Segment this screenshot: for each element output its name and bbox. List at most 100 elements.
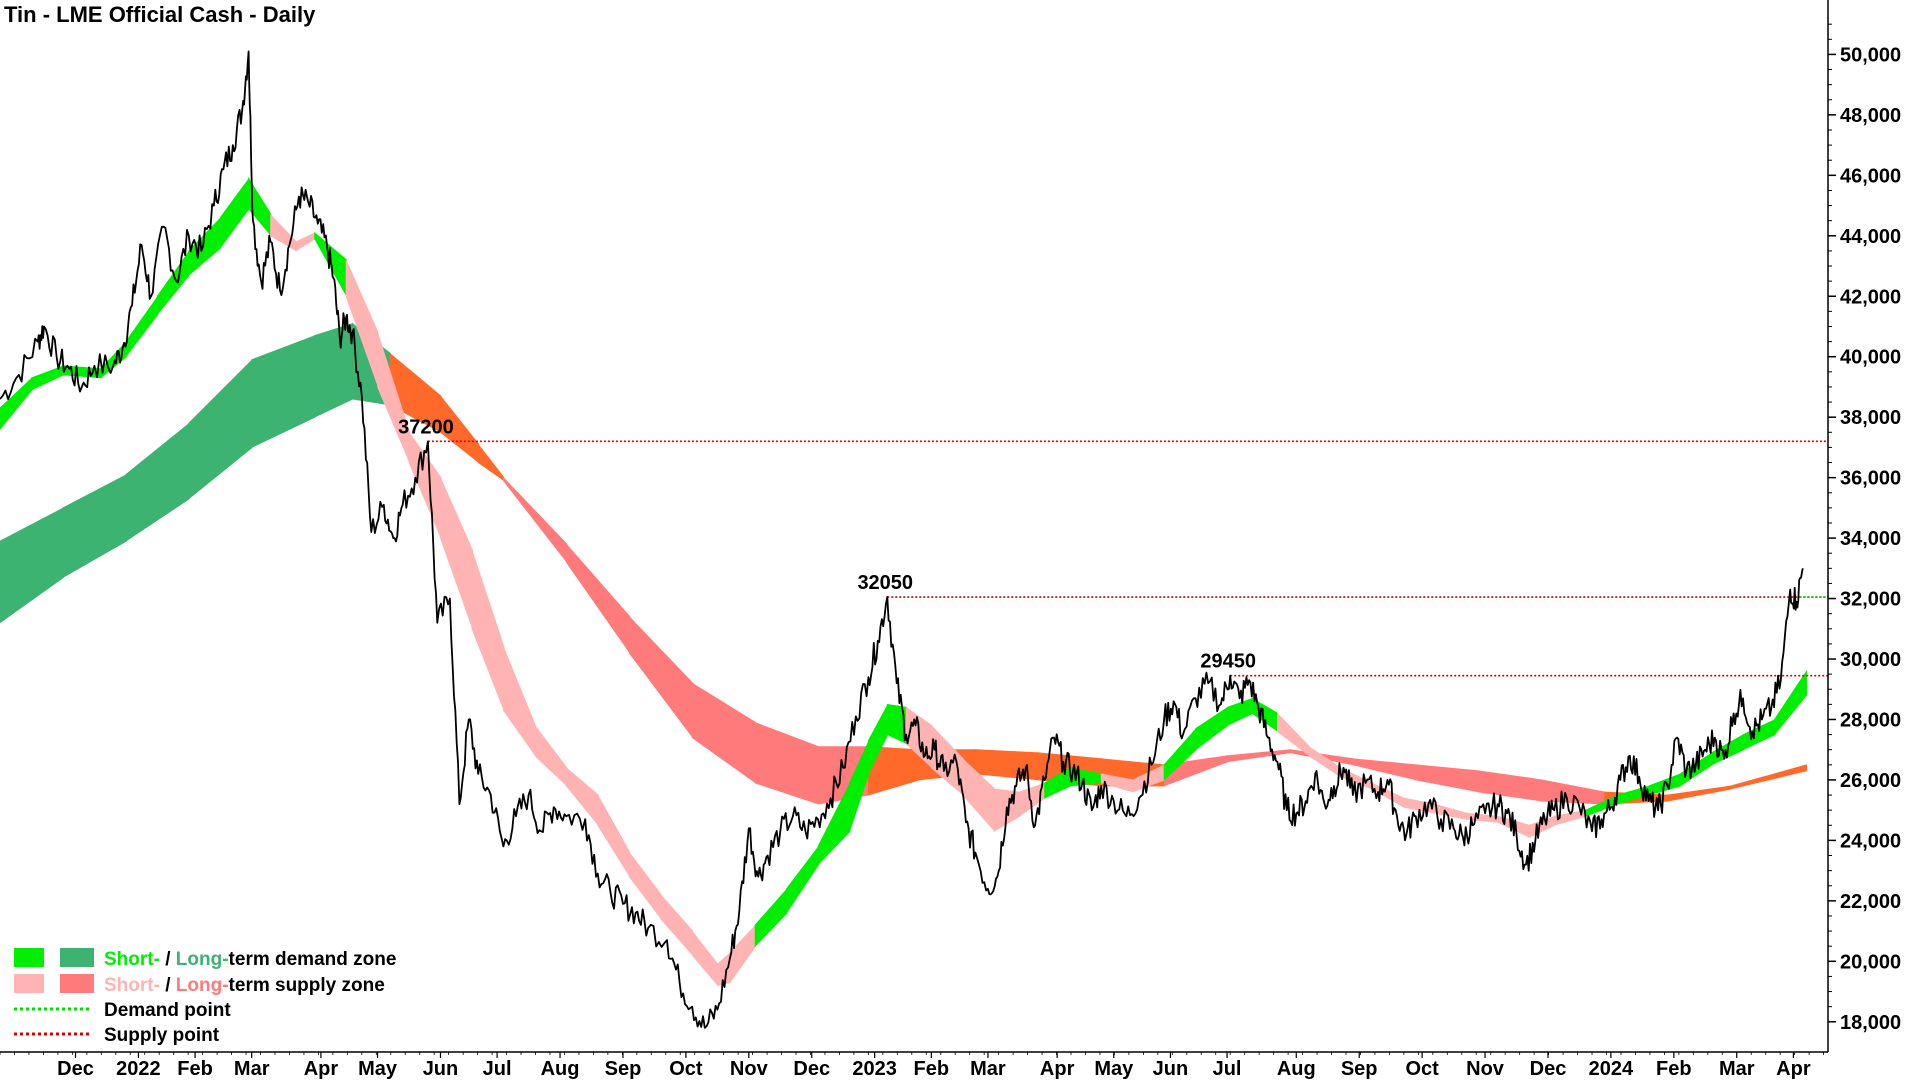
x-tick-label: Jul xyxy=(483,1058,512,1080)
short-zone-segment-supply xyxy=(503,646,536,758)
short-zone-segment-supply xyxy=(1276,712,1310,757)
legend-swatch-long xyxy=(60,948,94,967)
legend-short-word: Short- xyxy=(104,975,160,996)
chart-title: Tin - LME Official Cash - Daily xyxy=(4,2,316,27)
short-zone-segment-demand xyxy=(156,249,190,316)
x-tick-label: 2022 xyxy=(116,1058,161,1080)
x-tick-label: Nov xyxy=(1466,1058,1505,1080)
y-tick-label: 48,000 xyxy=(1840,105,1901,127)
long-zone-segment-demand xyxy=(0,507,64,624)
short-zone-segment-demand xyxy=(0,376,33,430)
x-tick-label: Feb xyxy=(914,1058,950,1080)
level-lines xyxy=(427,440,1828,677)
short-zone-segment-demand xyxy=(786,845,820,915)
x-tick-label: May xyxy=(358,1058,398,1080)
y-tick-label: 30,000 xyxy=(1840,649,1901,671)
short-zone-segment-supply xyxy=(729,924,757,984)
legend-swatch-short xyxy=(14,974,44,993)
x-tick-label: Feb xyxy=(177,1058,213,1080)
short-zone-segment-demand xyxy=(1195,706,1229,751)
legend: Short- / Long-term demand zone Short- / L… xyxy=(14,948,396,1046)
long-zone-segment-demand xyxy=(314,322,354,418)
legend-long-word: Long- xyxy=(176,949,229,970)
x-tick-label: Mar xyxy=(1719,1058,1755,1080)
legend-rest-text: term supply zone xyxy=(229,975,385,996)
long-zone-segment-demand xyxy=(251,334,316,449)
long-zone-segment-supply xyxy=(754,721,820,805)
long-zone-segment-supply xyxy=(1478,770,1543,802)
x-tick-label: Mar xyxy=(970,1058,1006,1080)
legend-separator: / xyxy=(160,975,176,996)
short-zone-segment-supply xyxy=(1434,803,1468,820)
x-tick-label: Apr xyxy=(1776,1058,1811,1080)
long-zone-segment-demand xyxy=(62,473,127,579)
y-tick-label: 50,000 xyxy=(1840,44,1901,66)
short-zone-segment-demand xyxy=(849,740,870,832)
x-tick-label: 2024 xyxy=(1589,1058,1634,1080)
legend-swatch-long xyxy=(60,974,94,993)
x-tick-label: Sep xyxy=(1341,1058,1378,1080)
x-tick-label: Aug xyxy=(1277,1058,1316,1080)
x-tick-label: May xyxy=(1094,1058,1134,1080)
long-zone-segment-supply xyxy=(974,749,1040,781)
short-zone-segment-supply xyxy=(565,766,599,827)
x-tick-label: Sep xyxy=(605,1058,642,1080)
x-tick-label: Jul xyxy=(1213,1058,1242,1080)
price-line xyxy=(0,50,1804,1029)
short-zone-segment-supply xyxy=(471,550,505,711)
x-tick-label: Apr xyxy=(304,1058,339,1080)
legend-long-word: Long- xyxy=(176,975,229,996)
y-tick-label: 26,000 xyxy=(1840,770,1901,792)
level-annotations: 37200 32050 29450 xyxy=(398,416,1256,672)
long-zone-segment-supply xyxy=(1352,758,1417,781)
legend-short-word: Short- xyxy=(104,949,160,970)
x-tick-label: 2023 xyxy=(852,1058,897,1080)
x-tick-label: Mar xyxy=(234,1058,270,1080)
short-zone-segment-supply xyxy=(534,724,568,787)
long-zone-segment-supply xyxy=(477,443,505,482)
short-zone-segment-demand xyxy=(188,216,222,276)
y-tick-label: 20,000 xyxy=(1840,951,1901,973)
short-zone-segment-supply xyxy=(691,929,719,987)
x-tick-label: Dec xyxy=(57,1058,94,1080)
short-zone-segment-demand xyxy=(1774,669,1807,736)
long-zone-segment-supply xyxy=(1730,764,1807,790)
y-tick-label: 46,000 xyxy=(1840,165,1901,187)
x-tick-label: Nov xyxy=(730,1058,769,1080)
long-zone-segment-supply xyxy=(628,615,694,739)
y-tick-label: 40,000 xyxy=(1840,347,1901,369)
legend-separator: / xyxy=(160,949,176,970)
legend-swatch-short xyxy=(14,948,44,967)
x-tick-label: Dec xyxy=(1530,1058,1567,1080)
long-zone-segment-supply xyxy=(565,543,631,655)
legend-label: Supply point xyxy=(104,1025,220,1046)
short-zone-segment-demand xyxy=(1226,697,1254,727)
x-tick-label: Aug xyxy=(541,1058,580,1080)
short-zone-segment-demand xyxy=(125,294,159,358)
y-tick-label: 22,000 xyxy=(1840,891,1901,913)
long-zone-segment-supply xyxy=(1226,749,1291,763)
legend-rest-text: term demand zone xyxy=(229,949,397,970)
level-label-29450: 29450 xyxy=(1200,651,1256,673)
short-zone-segment-supply xyxy=(716,951,731,986)
y-tick-label: 32,000 xyxy=(1840,589,1901,611)
x-tick-label: Jun xyxy=(423,1058,459,1080)
x-tick-label: Oct xyxy=(1405,1058,1439,1080)
x-tick-label: Oct xyxy=(669,1058,703,1080)
y-tick-label: 28,000 xyxy=(1840,709,1901,731)
y-tick-label: 44,000 xyxy=(1840,226,1901,248)
long-zone-segment-demand xyxy=(125,422,190,542)
long-zone-segment-supply xyxy=(691,682,757,784)
long-zone-segment-supply xyxy=(1667,785,1732,802)
short-zone-segment-supply xyxy=(597,793,631,879)
y-tick-label: 18,000 xyxy=(1840,1012,1901,1034)
long-zone-segment-demand xyxy=(188,358,253,500)
y-tick-label: 38,000 xyxy=(1840,407,1901,429)
short-zone-segment-demand xyxy=(754,887,788,948)
x-tick-label: Apr xyxy=(1040,1058,1075,1080)
x-tick-label: Feb xyxy=(1656,1058,1692,1080)
long-zone-segment-supply xyxy=(1415,764,1480,793)
level-label-32050: 32050 xyxy=(857,572,913,594)
x-tick-label: Dec xyxy=(793,1058,830,1080)
